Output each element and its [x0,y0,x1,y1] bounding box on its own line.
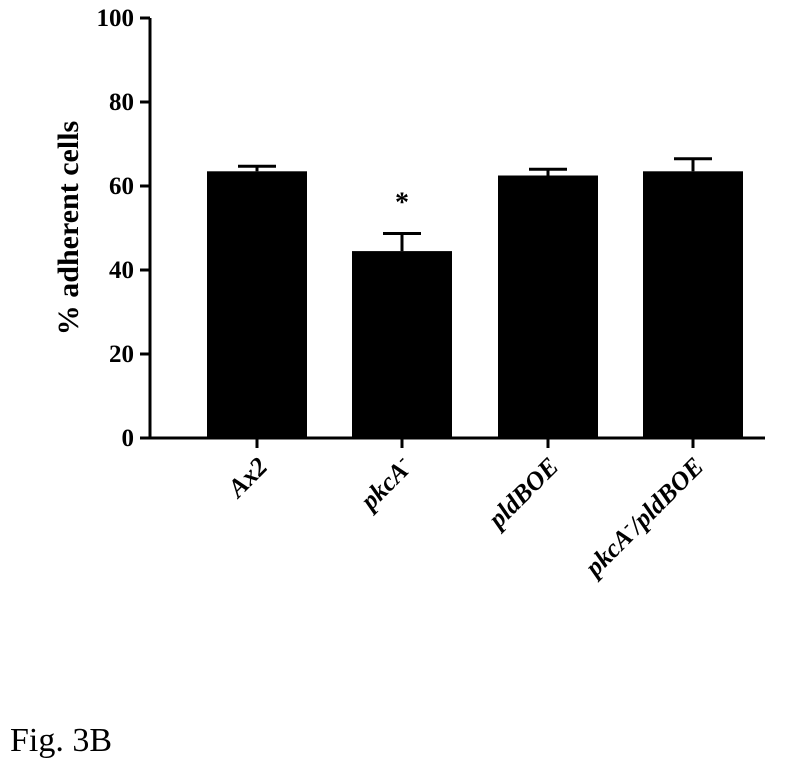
y-tick-label: 0 [122,425,135,452]
bar [207,171,307,439]
y-axis-label: % adherent cells [52,121,85,335]
bar [643,171,743,439]
x-tick-label: pldBOE [481,452,564,535]
y-tick-label: 100 [97,5,135,32]
y-tick-label: 40 [109,257,134,284]
x-tick-label: pkcA-/pldBOE [576,450,710,584]
bar [498,175,598,438]
figure-caption: Fig. 3B [10,722,113,759]
significance-marker: * [395,187,409,218]
y-tick-label: 20 [109,341,134,368]
bars: * [207,157,743,439]
y-tick-label: 80 [109,89,134,116]
x-tick-label: Ax2 [221,452,274,505]
bar [352,251,452,438]
y-tick-label: 60 [109,173,134,200]
y-ticks: 0 20 40 60 80 100 [97,5,150,452]
bar-chart: * 0 20 40 60 80 100 Ax2 pkcA-pldBOEpkcA-/pldBO… [52,5,765,584]
x-tick-label: pkcA- [351,450,418,517]
